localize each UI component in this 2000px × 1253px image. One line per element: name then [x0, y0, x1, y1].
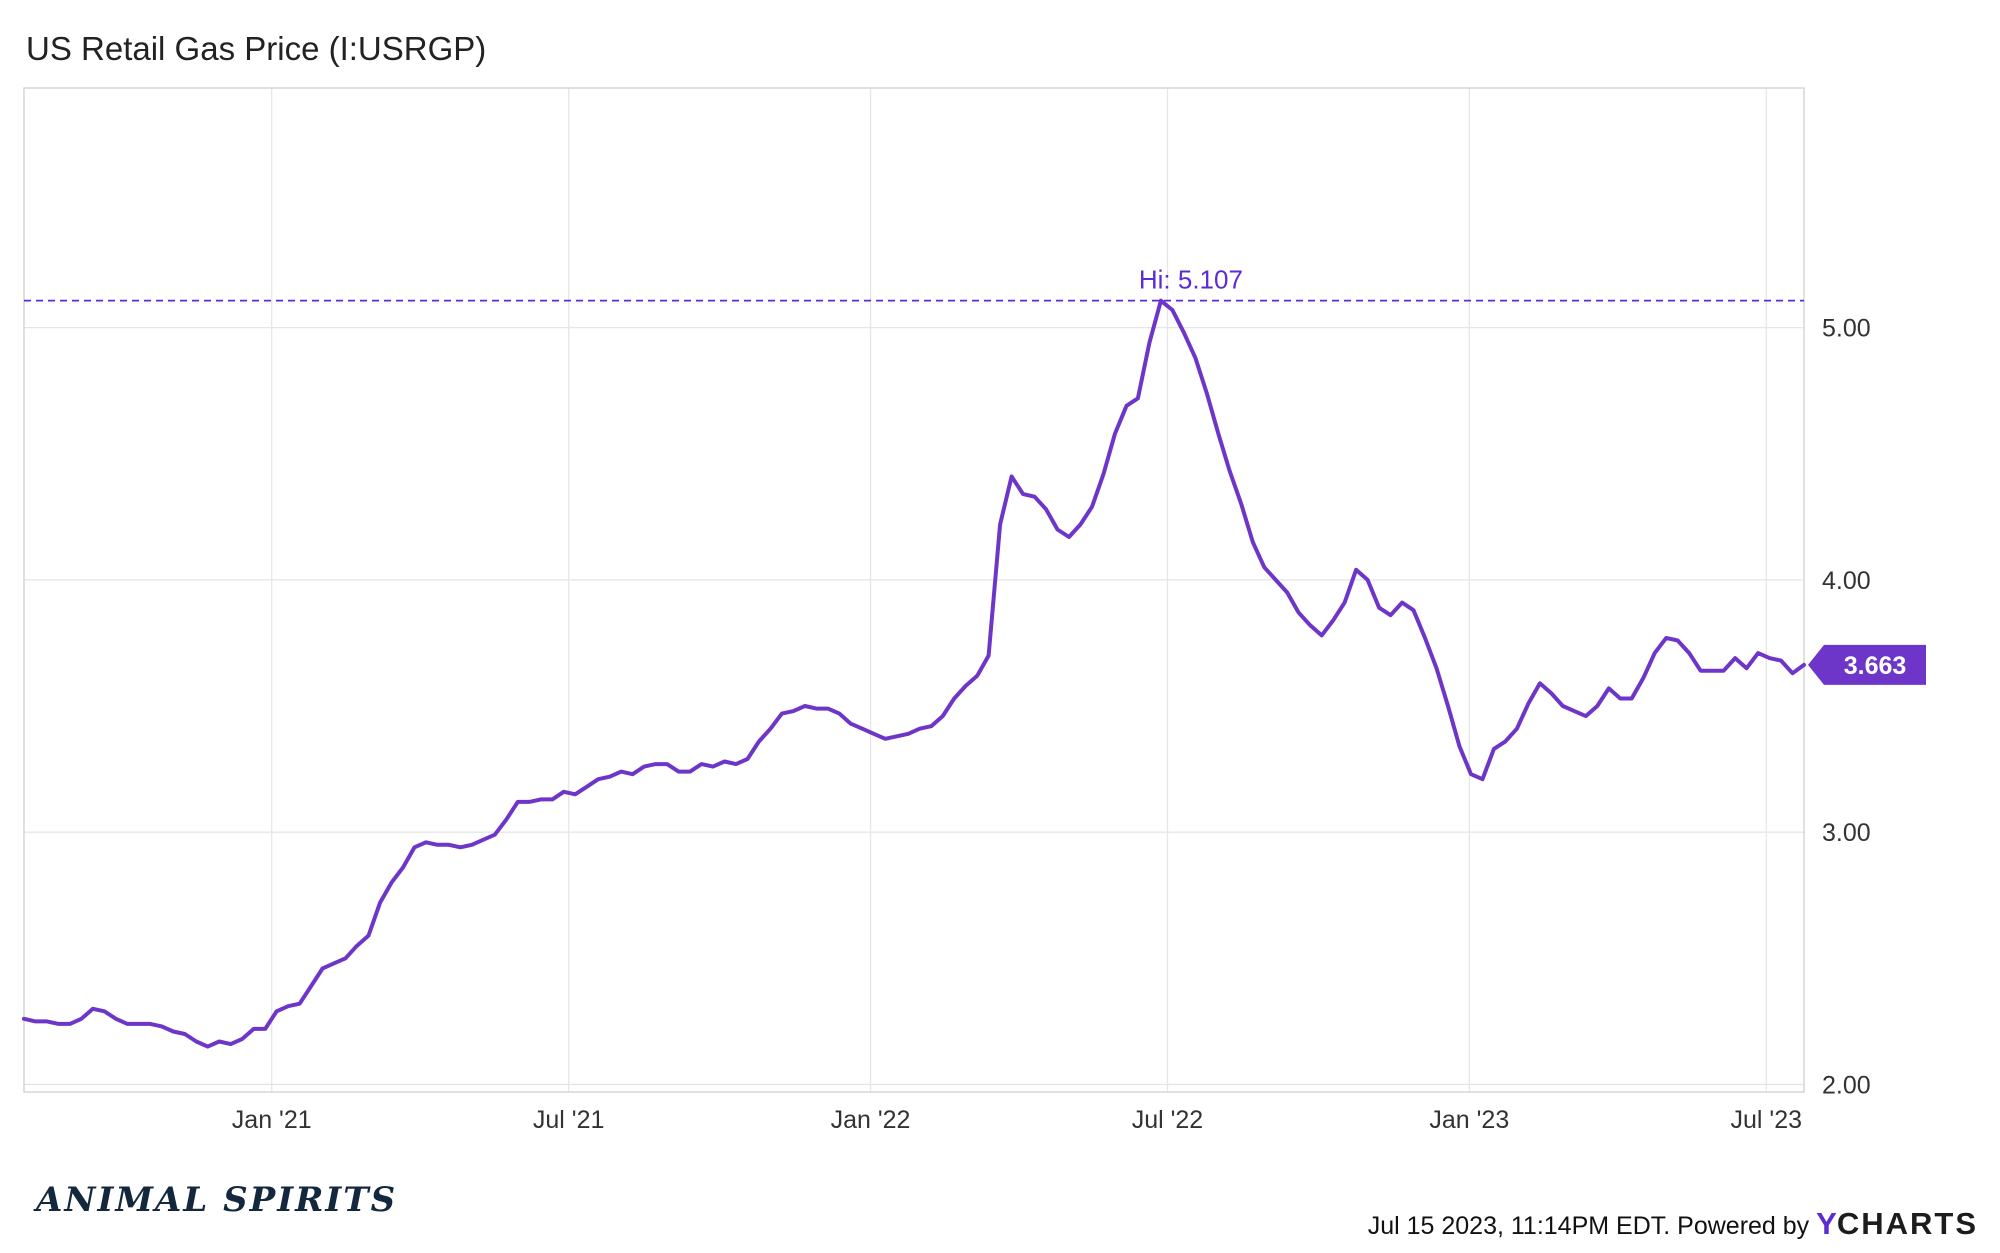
series-points — [23, 300, 1805, 1047]
chart-title: US Retail Gas Price (I:USRGP) — [26, 30, 487, 67]
animal-spirits-logo: ANIMAL SPIRITS — [36, 1180, 398, 1220]
high-value-label: Hi: 5.107 — [1139, 265, 1243, 295]
y-gridlines — [24, 326, 1804, 1086]
plot-frame — [23, 87, 1805, 1093]
x-gridlines — [271, 88, 1767, 1092]
x-tick-label: Jan '21 — [232, 1106, 312, 1134]
ycharts-logo-y: Y — [1816, 1206, 1837, 1241]
last-value-badge: 3.663 — [1808, 644, 1926, 685]
powered-by-text: Powered by — [1677, 1212, 1810, 1240]
y-axis-tick-labels: 2.00 3.00 4.00 5.00 — [1822, 315, 1871, 1100]
ycharts-logo-text: CHARTS — [1836, 1206, 1978, 1241]
series-line-us-retail-gas-price — [22, 298, 1806, 1049]
y-tick-label: 2.00 — [1822, 1071, 1871, 1099]
x-tick-label: Jul '21 — [533, 1106, 604, 1134]
y-tick-label: 5.00 — [1822, 315, 1871, 343]
x-axis-tick-labels: Jan '21 Jul '21 Jan '22 Jul '22 Jan '23 Jul '… — [232, 1106, 1802, 1134]
y-tick-label: 3.00 — [1822, 819, 1871, 847]
x-tick-label: Jul '22 — [1132, 1106, 1203, 1134]
y-tick-label: 4.00 — [1822, 567, 1871, 595]
x-tick-label: Jul '23 — [1731, 1106, 1802, 1134]
last-value-badge-shape — [1808, 644, 1926, 685]
footer-attribution: Jul 15 2023, 11:14PM EDT. Powered by YCH… — [1368, 1206, 1978, 1242]
last-value-label: 3.663 — [1844, 652, 1907, 680]
timestamp: Jul 15 2023, 11:14PM EDT. — [1367, 1212, 1671, 1240]
x-tick-label: Jan '22 — [831, 1106, 911, 1134]
x-tick-label: Jan '23 — [1429, 1106, 1509, 1134]
